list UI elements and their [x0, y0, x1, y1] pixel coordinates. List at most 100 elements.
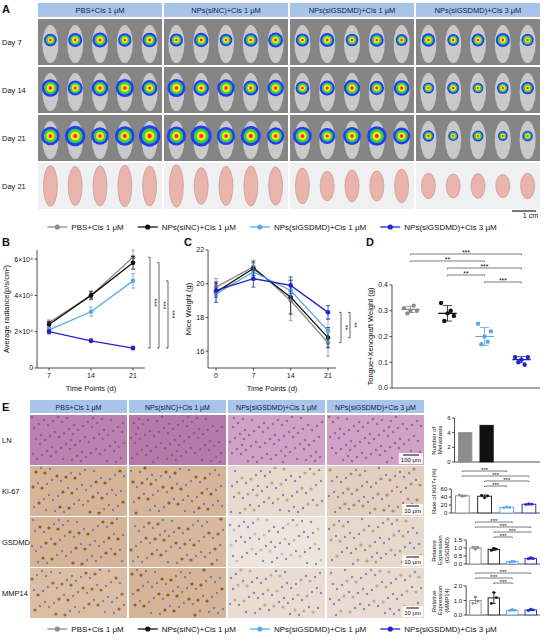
y-tick-label: 4×10⁴	[14, 292, 33, 299]
stained-cell	[206, 507, 209, 510]
nucleus	[340, 481, 342, 483]
stained-cell	[57, 597, 60, 600]
signal-blob	[71, 131, 80, 140]
y-tick	[206, 250, 209, 251]
nucleus	[219, 577, 221, 579]
signal-blob	[322, 35, 332, 45]
nucleus	[349, 449, 352, 452]
stained-cell	[355, 488, 358, 491]
nucleus	[372, 418, 375, 421]
nucleus	[107, 434, 110, 437]
tongue-xenograft	[295, 168, 309, 204]
signal-blob	[175, 39, 178, 42]
error-bar	[480, 327, 489, 345]
signal-blob	[92, 80, 109, 97]
stained-cell	[197, 506, 200, 509]
stained-cell	[97, 511, 100, 514]
scale-bar-patch	[402, 555, 423, 566]
signal-blob	[399, 37, 404, 42]
nucleus	[209, 473, 211, 475]
data-point	[522, 363, 526, 367]
tongue-xenograft	[496, 174, 510, 197]
nucleus	[99, 569, 101, 571]
signal-blob	[193, 80, 209, 96]
y-tick	[389, 285, 392, 286]
signal-blob	[396, 82, 407, 93]
stained-cell	[319, 558, 322, 561]
nucleus	[233, 496, 235, 498]
y-tick-label: 0.3	[378, 307, 388, 314]
y-tick-label: 1.0	[454, 545, 463, 551]
nucleus	[161, 416, 164, 419]
stained-cell	[246, 492, 249, 495]
stained-cell	[117, 607, 120, 610]
nucleus	[109, 478, 111, 480]
mouse	[294, 73, 310, 111]
nucleus	[189, 572, 191, 574]
significance-label: ***	[480, 263, 488, 270]
y-tick-label: 0.5	[454, 553, 463, 559]
nucleus	[100, 477, 102, 479]
nucleus	[267, 427, 270, 430]
stained-cell	[346, 487, 349, 490]
nucleus	[317, 607, 319, 609]
significance-label: ***	[492, 482, 500, 488]
nucleus	[302, 428, 305, 431]
stained-cell	[36, 593, 39, 596]
histology-image	[228, 517, 325, 567]
nucleus	[253, 430, 256, 433]
nucleus	[219, 461, 222, 464]
legend-marker	[55, 626, 60, 631]
nucleus	[159, 534, 161, 536]
nucleus	[401, 594, 403, 596]
nucleus	[96, 584, 98, 586]
signal-blob	[502, 87, 504, 89]
nucleus	[139, 600, 141, 602]
nucleus	[54, 510, 56, 512]
y-axis-title: Number of Metastasis	[431, 425, 444, 455]
stained-cell	[267, 496, 270, 499]
signal-blob	[144, 35, 154, 45]
nucleus	[196, 496, 198, 498]
nucleus	[351, 576, 353, 578]
nucleus	[295, 583, 297, 585]
stained-cell	[149, 482, 152, 485]
nucleus	[258, 426, 261, 429]
nucleus	[40, 546, 42, 548]
stained-cell	[99, 588, 102, 591]
stained-cell	[269, 573, 272, 576]
nucleus	[257, 597, 259, 599]
nucleus	[156, 582, 158, 584]
bar	[488, 549, 499, 564]
signal-blob	[272, 132, 280, 140]
mouse	[470, 25, 486, 63]
signal-blob	[350, 86, 353, 89]
bar	[525, 610, 536, 615]
data-point	[464, 494, 467, 497]
signal-blob	[451, 134, 456, 139]
nucleus	[172, 590, 174, 592]
nucleus	[259, 446, 262, 449]
nucleus	[77, 429, 80, 432]
tumor-photo	[416, 163, 540, 209]
nucleus	[93, 437, 96, 440]
nucleus	[185, 484, 187, 486]
nucleus	[149, 430, 152, 433]
nucleus	[217, 500, 219, 502]
nucleus	[92, 417, 95, 420]
signal-blob	[146, 84, 153, 91]
nucleus	[70, 551, 72, 553]
ivis-image	[38, 19, 162, 65]
data-point	[490, 549, 493, 552]
nucleus	[68, 428, 71, 431]
nucleus	[80, 460, 83, 463]
nucleus	[106, 460, 109, 463]
mouse	[92, 121, 108, 159]
tongue-xenograft	[194, 168, 208, 205]
nucleus	[359, 441, 362, 444]
nucleus	[201, 525, 203, 527]
signal-blob	[473, 83, 484, 94]
nucleus	[382, 522, 384, 524]
stained-cell	[312, 472, 315, 475]
nucleus	[243, 521, 245, 523]
